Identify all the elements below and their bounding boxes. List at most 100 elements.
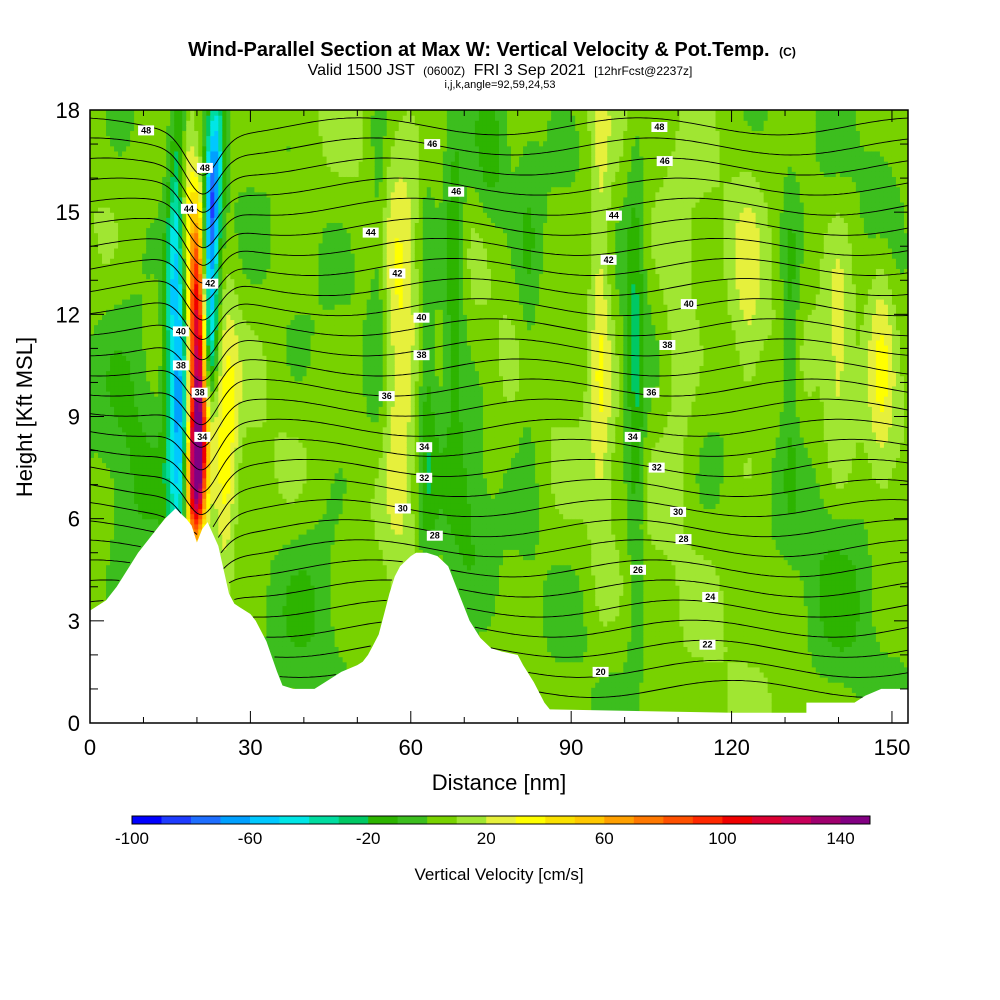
velocity-cell xyxy=(122,508,127,514)
velocity-cell xyxy=(194,406,199,412)
velocity-cell xyxy=(254,503,259,509)
velocity-cell xyxy=(206,120,211,126)
velocity-cell xyxy=(150,432,155,438)
velocity-cell xyxy=(246,406,251,412)
velocity-cell xyxy=(98,585,103,591)
velocity-cell xyxy=(138,319,143,325)
velocity-cell xyxy=(118,417,123,423)
velocity-cell xyxy=(106,529,111,535)
velocity-cell xyxy=(246,381,251,387)
velocity-cell xyxy=(162,115,167,121)
velocity-cell xyxy=(110,325,115,331)
velocity-cell xyxy=(98,233,103,239)
velocity-cell xyxy=(178,243,183,249)
velocity-cell xyxy=(246,253,251,259)
velocity-cell xyxy=(242,243,247,249)
velocity-cell xyxy=(250,590,255,596)
velocity-cell xyxy=(114,401,119,407)
velocity-cell xyxy=(158,294,163,300)
velocity-cell xyxy=(94,325,99,331)
velocity-cell xyxy=(214,417,219,423)
velocity-cell xyxy=(126,345,131,351)
velocity-cell xyxy=(178,345,183,351)
velocity-cell xyxy=(170,386,175,392)
velocity-cell xyxy=(238,243,243,249)
velocity-cell xyxy=(126,396,131,402)
velocity-cell xyxy=(142,227,147,233)
velocity-cell xyxy=(114,386,119,392)
velocity-cell xyxy=(238,279,243,285)
velocity-cell xyxy=(250,565,255,571)
velocity-cell xyxy=(138,253,143,259)
velocity-cell xyxy=(198,222,203,228)
velocity-cell xyxy=(158,406,163,412)
velocity-cell xyxy=(230,442,235,448)
velocity-cell xyxy=(170,238,175,244)
velocity-cell xyxy=(214,125,219,131)
velocity-cell xyxy=(222,268,227,274)
velocity-cell xyxy=(162,483,167,489)
velocity-cell xyxy=(126,381,131,387)
velocity-cell xyxy=(198,503,203,509)
velocity-cell xyxy=(142,309,147,315)
velocity-cell xyxy=(142,197,147,203)
velocity-cell xyxy=(146,263,151,269)
velocity-cell xyxy=(170,182,175,188)
velocity-cell xyxy=(234,478,239,484)
velocity-cell xyxy=(226,110,231,116)
velocity-cell xyxy=(226,529,231,535)
velocity-cell xyxy=(154,381,159,387)
velocity-cell xyxy=(118,381,123,387)
velocity-cell xyxy=(202,151,207,157)
velocity-cell xyxy=(214,437,219,443)
velocity-cell xyxy=(130,192,135,198)
velocity-cell xyxy=(138,289,143,295)
velocity-cell xyxy=(134,457,139,463)
velocity-cell xyxy=(170,258,175,264)
velocity-cell xyxy=(186,279,191,285)
velocity-cell xyxy=(222,519,227,525)
velocity-cell xyxy=(246,243,251,249)
velocity-cell xyxy=(242,478,247,484)
velocity-cell xyxy=(218,452,223,458)
velocity-cell xyxy=(238,544,243,550)
velocity-cell xyxy=(110,376,115,382)
velocity-cell xyxy=(126,289,131,295)
velocity-cell xyxy=(110,483,115,489)
velocity-cell xyxy=(174,146,179,152)
velocity-cell xyxy=(146,227,151,233)
velocity-cell xyxy=(142,417,147,423)
velocity-cell xyxy=(162,222,167,228)
velocity-cell xyxy=(146,417,151,423)
velocity-cell xyxy=(238,294,243,300)
velocity-cell xyxy=(166,273,171,279)
velocity-cell xyxy=(186,273,191,279)
velocity-cell xyxy=(238,207,243,213)
velocity-cell xyxy=(134,406,139,412)
velocity-cell xyxy=(254,554,259,560)
velocity-cell xyxy=(142,202,147,208)
velocity-cell xyxy=(98,493,103,499)
velocity-cell xyxy=(210,360,215,366)
velocity-cell xyxy=(170,161,175,167)
velocity-cell xyxy=(170,452,175,458)
velocity-cell xyxy=(134,427,139,433)
velocity-cell xyxy=(118,335,123,341)
velocity-cell xyxy=(250,570,255,576)
velocity-cell xyxy=(182,253,187,259)
velocity-cell xyxy=(102,442,107,448)
velocity-cell xyxy=(110,263,115,269)
velocity-cell xyxy=(150,136,155,142)
velocity-cell xyxy=(114,243,119,249)
velocity-cell xyxy=(154,233,159,239)
velocity-cell xyxy=(230,371,235,377)
velocity-cell xyxy=(98,166,103,172)
velocity-cell xyxy=(118,207,123,213)
velocity-cell xyxy=(146,488,151,494)
velocity-cell xyxy=(134,519,139,525)
velocity-cell xyxy=(162,381,167,387)
velocity-cell xyxy=(126,176,131,182)
velocity-cell xyxy=(98,381,103,387)
velocity-cell xyxy=(166,468,171,474)
velocity-cell xyxy=(126,279,131,285)
